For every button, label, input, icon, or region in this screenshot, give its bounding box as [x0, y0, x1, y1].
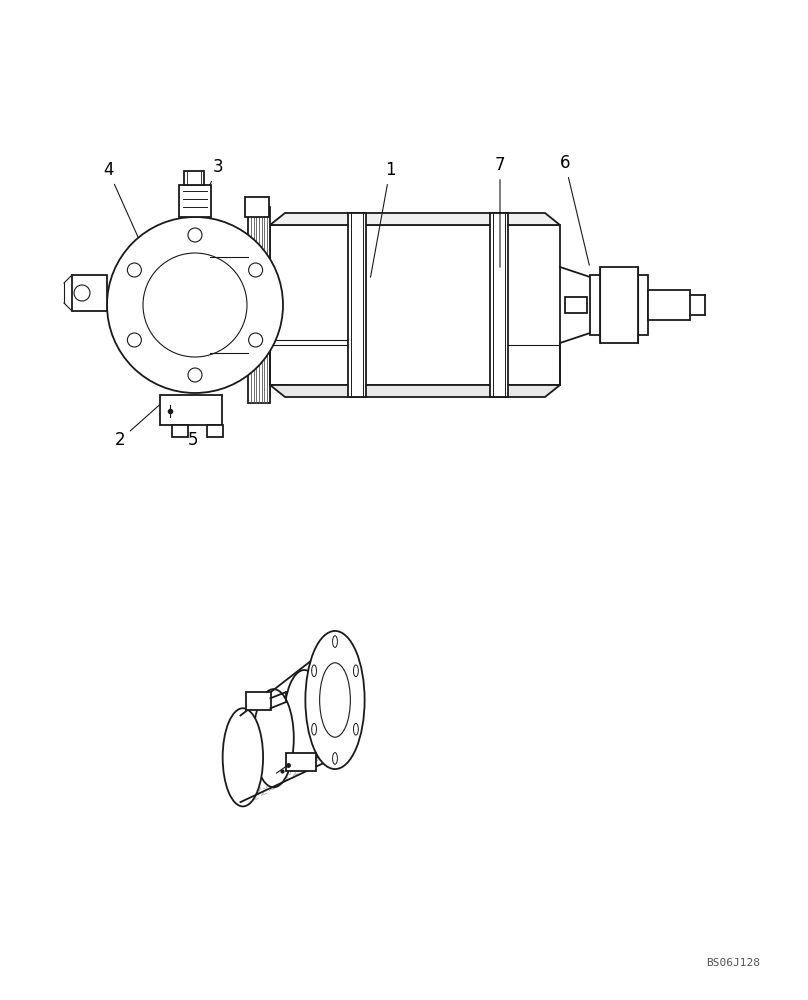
Text: 5: 5	[187, 418, 198, 449]
Bar	[270, 225, 560, 385]
Bar	[207, 425, 223, 437]
Text: 7: 7	[494, 156, 505, 267]
Text: 1: 1	[371, 161, 395, 277]
Polygon shape	[270, 213, 560, 225]
Circle shape	[74, 285, 90, 301]
Bar	[565, 297, 587, 313]
Circle shape	[128, 263, 141, 277]
Text: 2: 2	[115, 402, 163, 449]
Circle shape	[249, 263, 263, 277]
Ellipse shape	[254, 689, 294, 787]
Bar	[648, 290, 690, 320]
Circle shape	[107, 217, 283, 393]
Bar	[246, 692, 271, 710]
Bar	[248, 207, 270, 403]
Ellipse shape	[305, 631, 364, 769]
Ellipse shape	[223, 708, 263, 806]
Bar	[184, 171, 204, 185]
Ellipse shape	[312, 665, 317, 677]
Ellipse shape	[312, 723, 317, 735]
Bar	[72, 275, 107, 311]
Bar	[590, 275, 648, 335]
Circle shape	[188, 368, 202, 382]
Ellipse shape	[333, 753, 338, 764]
Bar	[600, 267, 638, 343]
Bar	[172, 425, 188, 437]
Text: 3: 3	[196, 158, 223, 215]
Ellipse shape	[315, 651, 356, 749]
Text: 1: 1	[253, 771, 260, 784]
Ellipse shape	[353, 665, 358, 677]
Bar	[160, 395, 222, 425]
Polygon shape	[270, 385, 560, 397]
Ellipse shape	[284, 670, 325, 768]
Text: 6: 6	[560, 154, 589, 265]
Bar	[490, 213, 508, 397]
Bar	[348, 213, 366, 397]
Circle shape	[128, 333, 141, 347]
Bar	[245, 197, 269, 217]
Circle shape	[249, 333, 263, 347]
Text: 4: 4	[103, 161, 154, 272]
Bar	[287, 753, 317, 771]
Ellipse shape	[333, 636, 338, 647]
Circle shape	[188, 228, 202, 242]
Text: BS06J128: BS06J128	[706, 958, 760, 968]
Ellipse shape	[353, 723, 358, 735]
Bar	[179, 185, 211, 217]
